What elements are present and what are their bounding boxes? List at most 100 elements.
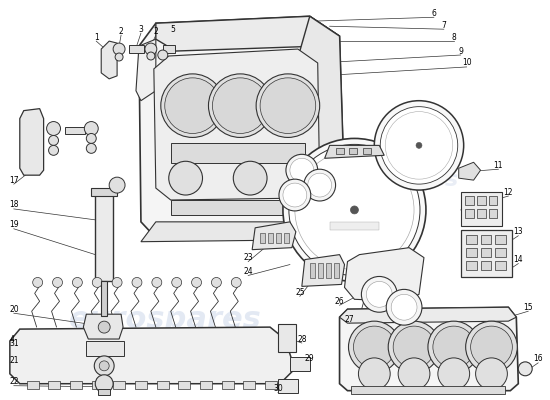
Circle shape (290, 158, 314, 182)
Bar (461, 192, 502, 226)
Bar (92, 381, 103, 389)
Polygon shape (344, 248, 424, 301)
Polygon shape (300, 16, 344, 205)
Circle shape (385, 112, 453, 179)
Text: 29: 29 (305, 354, 315, 363)
Bar (163, 45, 175, 53)
Circle shape (113, 43, 125, 55)
Circle shape (161, 74, 224, 138)
Text: 25: 25 (295, 288, 305, 297)
Circle shape (47, 122, 60, 136)
Bar (481, 235, 492, 244)
Bar (95, 192, 113, 282)
Circle shape (349, 321, 400, 373)
Polygon shape (339, 307, 518, 391)
Circle shape (32, 278, 43, 287)
Circle shape (53, 278, 63, 287)
Circle shape (232, 278, 241, 287)
Text: 8: 8 (452, 33, 456, 42)
Bar (477, 196, 486, 205)
Bar (48, 381, 60, 389)
Bar (200, 381, 212, 389)
Circle shape (48, 145, 58, 155)
Bar (157, 381, 169, 389)
Circle shape (295, 150, 414, 270)
Circle shape (169, 161, 202, 195)
Bar (318, 262, 323, 278)
Circle shape (279, 179, 311, 211)
Bar (334, 262, 339, 278)
Circle shape (308, 173, 332, 197)
Text: 19: 19 (9, 220, 19, 229)
Text: 16: 16 (534, 354, 543, 363)
Bar (27, 381, 38, 389)
Circle shape (471, 326, 513, 368)
Bar (70, 381, 82, 389)
Polygon shape (136, 39, 156, 101)
Circle shape (433, 326, 475, 368)
Circle shape (391, 294, 417, 320)
Circle shape (95, 375, 113, 393)
Bar (496, 235, 507, 244)
Text: 4: 4 (9, 334, 14, 344)
Text: 7: 7 (442, 21, 446, 30)
Circle shape (98, 321, 110, 333)
Circle shape (94, 356, 114, 376)
Bar (170, 143, 305, 163)
Text: 3: 3 (139, 25, 144, 34)
Bar (65, 126, 85, 134)
Bar (129, 45, 144, 53)
Circle shape (283, 138, 426, 282)
Bar (278, 379, 298, 393)
Circle shape (112, 278, 122, 287)
Circle shape (361, 276, 397, 312)
Bar (98, 389, 110, 395)
Bar (496, 260, 507, 270)
Polygon shape (154, 49, 320, 200)
Circle shape (518, 362, 532, 376)
Circle shape (191, 278, 201, 287)
Polygon shape (156, 16, 339, 51)
Bar (99, 384, 109, 392)
Circle shape (354, 326, 395, 368)
Text: 10: 10 (462, 58, 471, 68)
Text: eurospares: eurospares (69, 305, 262, 334)
Polygon shape (324, 145, 384, 158)
Text: 26: 26 (335, 297, 344, 306)
Bar (91, 188, 117, 196)
Polygon shape (252, 222, 296, 250)
Bar (488, 196, 497, 205)
Circle shape (393, 326, 435, 368)
Text: 2: 2 (119, 27, 123, 36)
Circle shape (233, 161, 267, 195)
Bar (310, 262, 315, 278)
Circle shape (359, 358, 390, 390)
Bar (113, 381, 125, 389)
Text: 2: 2 (153, 27, 158, 36)
Circle shape (84, 122, 98, 136)
Circle shape (380, 107, 458, 184)
Circle shape (416, 142, 422, 148)
Bar (260, 233, 265, 243)
Text: 31: 31 (9, 340, 19, 348)
Circle shape (86, 134, 96, 143)
Circle shape (398, 358, 430, 390)
Text: 30: 30 (273, 384, 283, 393)
Polygon shape (139, 16, 344, 238)
Bar (101, 282, 107, 316)
Text: 27: 27 (345, 315, 354, 324)
Circle shape (260, 78, 316, 134)
Circle shape (99, 361, 109, 371)
Bar (466, 248, 477, 257)
Circle shape (304, 169, 336, 201)
Bar (466, 235, 477, 244)
Circle shape (388, 321, 440, 373)
Circle shape (476, 358, 507, 390)
Text: 15: 15 (524, 303, 533, 312)
Polygon shape (20, 109, 43, 175)
Bar (244, 381, 255, 389)
Bar (326, 262, 331, 278)
Text: 23: 23 (243, 253, 253, 262)
Polygon shape (339, 307, 516, 323)
Text: 24: 24 (243, 267, 253, 276)
